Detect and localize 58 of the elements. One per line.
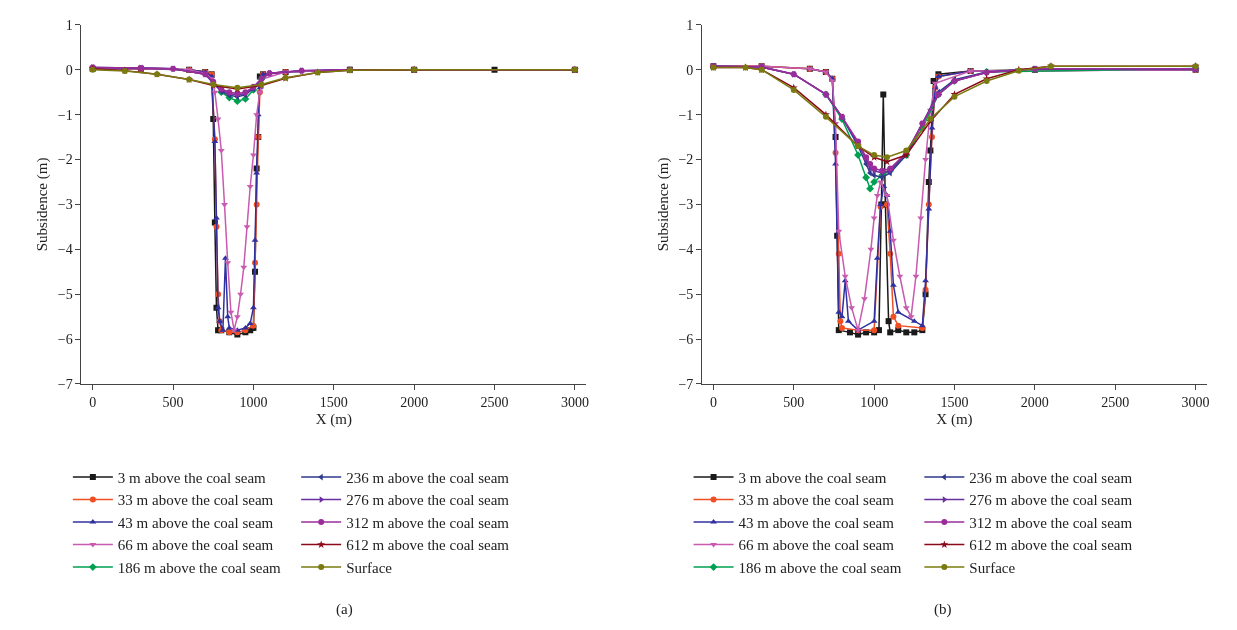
y-tick-label: −5: [678, 287, 694, 303]
legend-label: 43 m above the coal seam: [738, 514, 895, 531]
x-tick-label: 500: [162, 394, 184, 410]
y-tick-label: −2: [678, 152, 694, 168]
y-tick-label: −7: [678, 376, 694, 392]
text: (b): [934, 601, 952, 618]
x-tick-label: 3000: [560, 394, 589, 410]
y-tick-label: −1: [678, 107, 694, 123]
x-tick-label: 2500: [480, 394, 509, 410]
y-axis-title: Subsidence (m): [654, 157, 672, 252]
legend-label: 3 m above the coal seam: [117, 469, 267, 486]
x-tick-label: 500: [783, 394, 805, 410]
y-tick-label: −5: [57, 287, 73, 303]
legend-label: 312 m above the coal seam: [346, 514, 510, 531]
x-tick-label: 0: [709, 394, 717, 410]
y-tick-label: 0: [686, 62, 694, 78]
x-tick-label: 0: [89, 394, 97, 410]
y-tick-label: −3: [678, 197, 694, 213]
y-tick-label: −4: [57, 242, 73, 258]
legend-label: 612 m above the coal seam: [969, 537, 1133, 554]
legend-label: 66 m above the coal seam: [738, 537, 895, 554]
x-tick-label: 1000: [239, 394, 268, 410]
y-axis-title: Subsidence (m): [33, 157, 51, 252]
legend-label: 43 m above the coal seam: [117, 514, 274, 531]
y-tick-label: 0: [65, 62, 73, 78]
legend-label: Surface: [346, 559, 393, 576]
legend-label: 186 m above the coal seam: [738, 559, 902, 576]
y-tick-label: −2: [57, 152, 73, 168]
legend-label: 186 m above the coal seam: [117, 559, 282, 576]
legend-label: 276 m above the coal seam: [969, 492, 1133, 509]
x-axis-title: X (m): [936, 410, 973, 428]
y-tick-label: −3: [57, 197, 73, 213]
x-tick-label: 1500: [319, 394, 348, 410]
x-tick-label: 1000: [860, 394, 889, 410]
y-tick-label: −1: [57, 107, 73, 123]
legend-label: 312 m above the coal seam: [969, 514, 1133, 531]
legend-label: Surface: [969, 559, 1016, 576]
legend-label: 66 m above the coal seam: [117, 537, 274, 554]
x-tick-label: 2500: [1101, 394, 1130, 410]
y-tick-label: −6: [678, 332, 694, 348]
y-tick-label: 1: [65, 17, 73, 33]
y-tick-label: −4: [678, 242, 694, 258]
x-tick-label: 2000: [400, 394, 429, 410]
x-tick-label: 2000: [1020, 394, 1049, 410]
legend-label: 276 m above the coal seam: [346, 492, 510, 509]
x-tick-label: 3000: [1181, 394, 1210, 410]
y-tick-label: 1: [686, 17, 694, 33]
y-tick-label: −7: [57, 376, 73, 392]
x-tick-label: 1500: [940, 394, 969, 410]
text: (a): [336, 601, 353, 618]
legend-label: 3 m above the coal seam: [738, 469, 887, 486]
legend-label: 236 m above the coal seam: [969, 469, 1133, 486]
legend-label: 236 m above the coal seam: [346, 469, 510, 486]
y-tick-label: −6: [57, 332, 73, 348]
x-axis-title: X (m): [315, 410, 352, 428]
legend-label: 33 m above the coal seam: [117, 492, 274, 509]
legend-label: 33 m above the coal seam: [738, 492, 895, 509]
legend-label: 612 m above the coal seam: [346, 537, 510, 554]
